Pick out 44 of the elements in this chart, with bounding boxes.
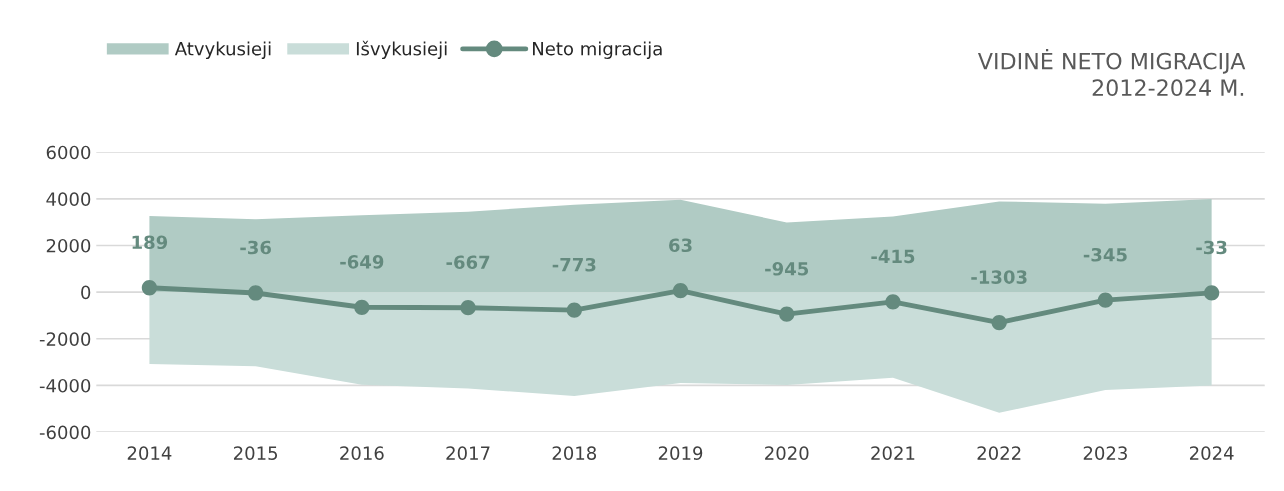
x-tick-label: 2021 [871,446,915,460]
data-label: -345 [1083,247,1127,262]
legend-label: Atvykusieji [174,41,271,59]
y-tick-label: 6000 [46,145,91,160]
data-label: -773 [552,257,596,272]
x-tick-label: 2022 [977,446,1021,460]
data-label: -667 [446,255,490,270]
point [672,283,689,299]
legend-label: Išvykusieji [356,40,447,59]
x-tick-label: 2018 [552,446,597,460]
data-label: -415 [871,249,915,264]
point [1203,285,1220,301]
x-tick-label: 2020 [765,446,809,460]
data-label: -1303 [971,270,1027,284]
point [566,302,582,318]
point [885,294,901,310]
point [779,306,795,322]
y-tick-label: -4000 [39,378,91,393]
data-label: 189 [132,235,168,250]
point [460,300,476,316]
x-tick-label: 2014 [127,446,172,460]
x-tick-label: 2023 [1083,446,1127,460]
chart-title: VIDINĖ NETO MIGRACIJA 2012-2024 M. [977,48,1246,97]
x-tick-label: 2015 [233,446,278,460]
y-tick-label: 0 [81,285,91,300]
point [1097,292,1114,308]
x-tick-label: 2016 [340,446,384,460]
data-label: -649 [340,255,384,269]
y-tick-label: 2000 [46,238,91,253]
point [354,299,370,315]
data-label: -36 [240,240,271,255]
y-tick-label: -2000 [39,332,91,346]
point [141,280,158,296]
data-label: -945 [765,261,809,276]
point [247,285,264,301]
x-tick-label: 2017 [446,446,490,460]
x-tick-label: 2024 [1189,446,1234,460]
y-tick-label: -6000 [39,425,91,440]
point [991,314,1007,331]
x-tick-label: 2019 [658,446,703,460]
data-label: 63 [669,238,692,253]
data-label: -33 [1196,240,1227,255]
y-tick-label: 4000 [46,192,91,206]
legend-label: Neto migracija [533,41,662,59]
